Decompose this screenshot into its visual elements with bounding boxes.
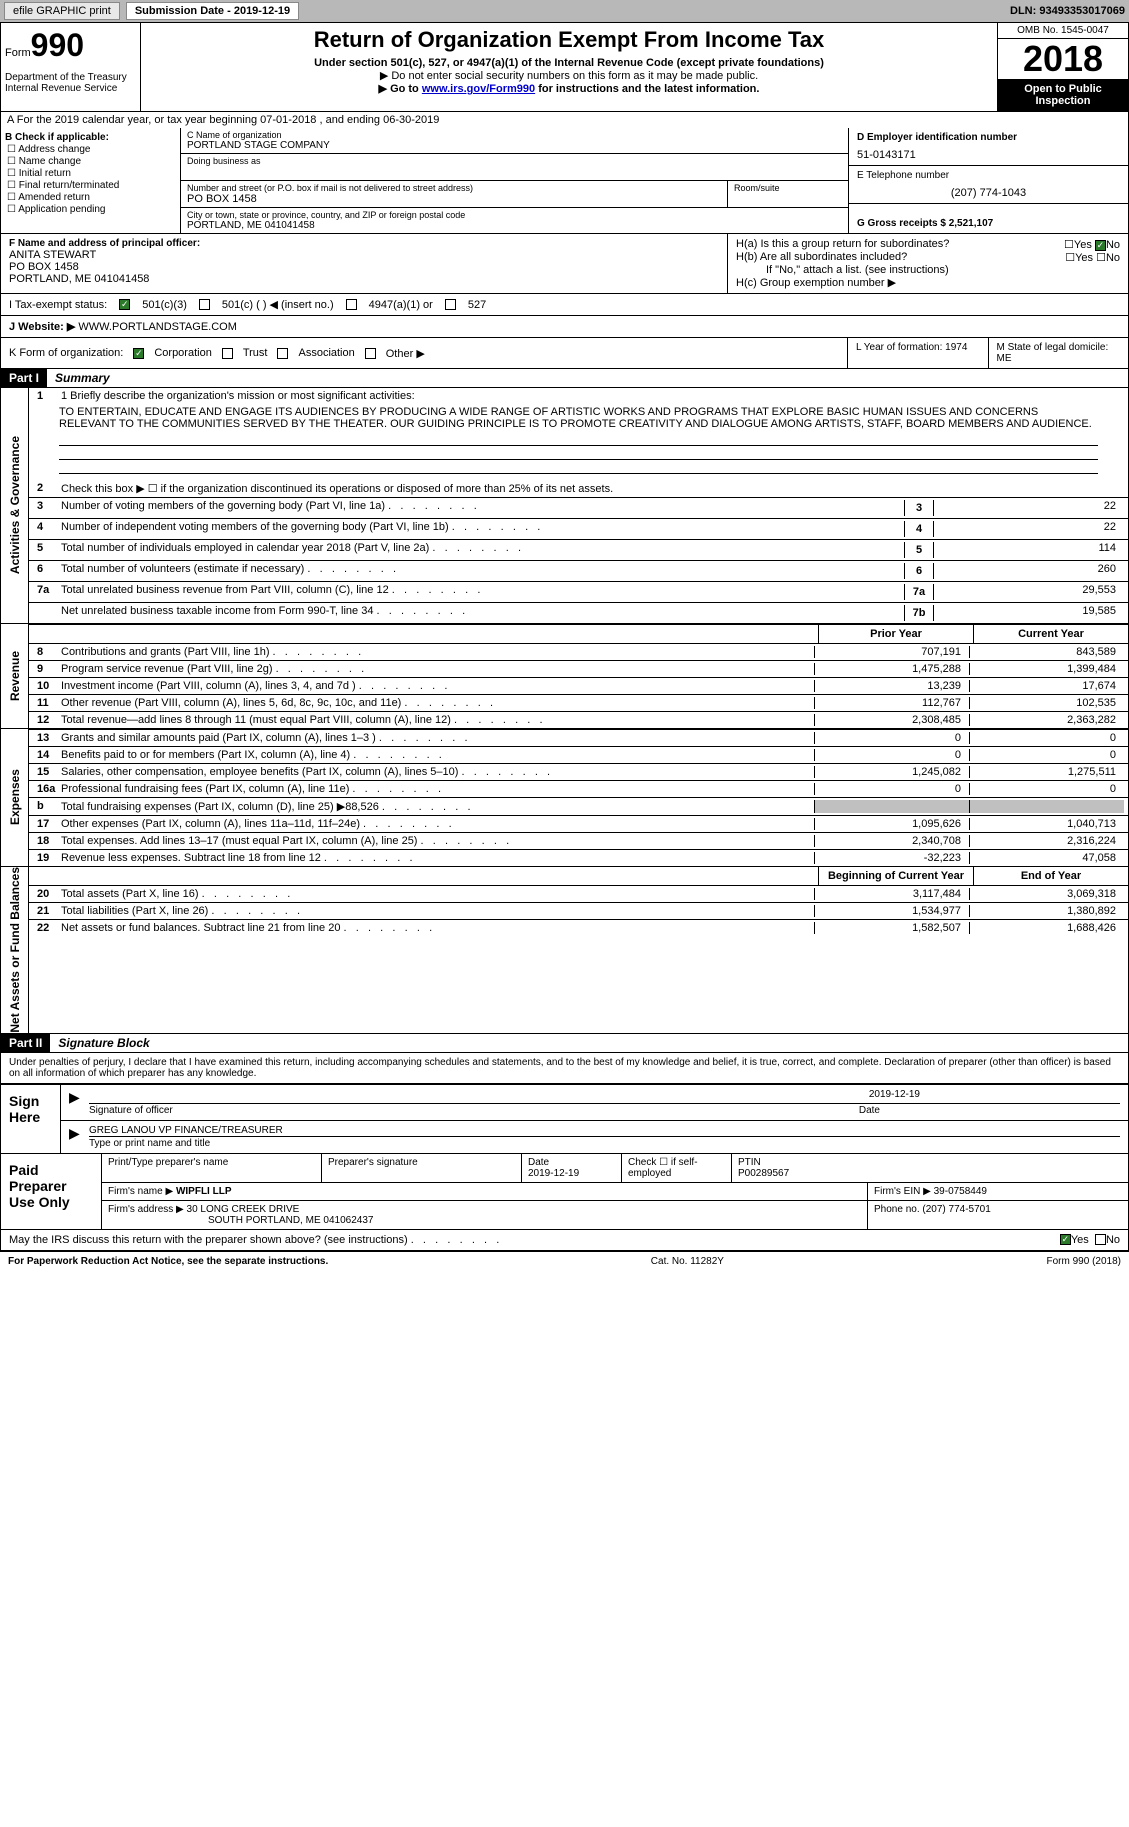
dln: DLN: 93493353017069	[1010, 5, 1125, 17]
subtitle-2: ▶ Do not enter social security numbers o…	[161, 69, 977, 82]
line-8: 8Contributions and grants (Part VIII, li…	[29, 643, 1128, 660]
discuss-yes-checkbox[interactable]: ✓	[1060, 1234, 1071, 1245]
efile-button[interactable]: efile GRAPHIC print	[4, 2, 120, 20]
rows-f-to-k: F Name and address of principal officer:…	[0, 234, 1129, 369]
line-7a: 7aTotal unrelated business revenue from …	[29, 581, 1128, 602]
line-12: 12Total revenue—add lines 8 through 11 (…	[29, 711, 1128, 728]
other-checkbox[interactable]	[365, 348, 376, 359]
line-18: 18Total expenses. Add lines 13–17 (must …	[29, 832, 1128, 849]
section-revenue: Revenue Prior YearCurrent Year 8Contribu…	[0, 624, 1129, 729]
line-21: 21Total liabilities (Part X, line 26)1,5…	[29, 902, 1128, 919]
line-19: 19Revenue less expenses. Subtract line 1…	[29, 849, 1128, 866]
mission-text: TO ENTERTAIN, EDUCATE AND ENGAGE ITS AUD…	[29, 404, 1128, 432]
part2-header: Part IISignature Block	[0, 1034, 1129, 1053]
ein: 51-0143171	[857, 149, 1120, 161]
line-5: 5Total number of individuals employed in…	[29, 539, 1128, 560]
line-16a: 16aProfessional fundraising fees (Part I…	[29, 780, 1128, 797]
may-discuss-row: May the IRS discuss this return with the…	[0, 1230, 1129, 1251]
col-b: B Check if applicable: ☐ Address change …	[1, 128, 181, 233]
subtitle-1: Under section 501(c), 527, or 4947(a)(1)…	[161, 57, 977, 69]
footer: For Paperwork Reduction Act Notice, see …	[0, 1251, 1129, 1271]
firm-phone: (207) 774-5701	[922, 1204, 990, 1215]
trust-checkbox[interactable]	[222, 348, 233, 359]
state-domicile: M State of legal domicile: ME	[989, 338, 1129, 368]
officer-name: ANITA STEWART	[9, 249, 719, 261]
line-13: 13Grants and similar amounts paid (Part …	[29, 729, 1128, 746]
corp-checkbox[interactable]: ✓	[133, 348, 144, 359]
chk-pending[interactable]: ☐ Application pending	[5, 204, 176, 215]
line-17: 17Other expenses (Part IX, column (A), l…	[29, 815, 1128, 832]
subtitle-3: ▶ Go to www.irs.gov/Form990 for instruct…	[161, 82, 977, 95]
omb: OMB No. 1545-0047	[998, 23, 1128, 39]
line-9: 9Program service revenue (Part VIII, lin…	[29, 660, 1128, 677]
officer-signed: GREG LANOU VP FINANCE/TREASURER	[89, 1125, 1120, 1136]
form-header: Form990 Department of the Treasury Inter…	[0, 22, 1129, 112]
year-formation: L Year of formation: 1974	[848, 338, 989, 368]
line-3: 3Number of voting members of the governi…	[29, 497, 1128, 518]
period-row: A For the 2019 calendar year, or tax yea…	[0, 112, 1129, 128]
section-governance: Activities & Governance 11 Briefly descr…	[0, 388, 1129, 624]
ha-no-checkbox[interactable]: ✓	[1095, 240, 1106, 251]
chk-name[interactable]: ☐ Name change	[5, 156, 176, 167]
line-22: 22Net assets or fund balances. Subtract …	[29, 919, 1128, 936]
line-7b: Net unrelated business taxable income fr…	[29, 602, 1128, 623]
prep-date: 2019-12-19	[528, 1168, 579, 1179]
city: PORTLAND, ME 041041458	[187, 220, 842, 231]
501c-checkbox[interactable]	[199, 299, 210, 310]
chk-amended[interactable]: ☐ Amended return	[5, 192, 176, 203]
open-inspection: Open to Public Inspection	[998, 79, 1128, 111]
telephone: (207) 774-1043	[857, 187, 1120, 199]
dept: Department of the Treasury	[5, 72, 136, 83]
line-10: 10Investment income (Part VIII, column (…	[29, 677, 1128, 694]
tax-year: 2018	[998, 39, 1128, 79]
org-name: PORTLAND STAGE COMPANY	[187, 140, 842, 151]
col-c: C Name of organization PORTLAND STAGE CO…	[181, 128, 848, 233]
main-info: B Check if applicable: ☐ Address change …	[0, 128, 1129, 234]
discuss-no-checkbox[interactable]	[1095, 1234, 1106, 1245]
4947-checkbox[interactable]	[346, 299, 357, 310]
line-20: 20Total assets (Part X, line 16)3,117,48…	[29, 885, 1128, 902]
501c3-checkbox[interactable]: ✓	[119, 299, 130, 310]
form-number: 990	[31, 27, 84, 63]
signature-block: Sign Here ▶2019-12-19Signature of office…	[0, 1083, 1129, 1230]
irs: Internal Revenue Service	[5, 83, 136, 94]
assoc-checkbox[interactable]	[277, 348, 288, 359]
arrow-icon: ▶	[69, 1089, 89, 1116]
527-checkbox[interactable]	[445, 299, 456, 310]
section-expenses: Expenses 13Grants and similar amounts pa…	[0, 729, 1129, 867]
website: WWW.PORTLANDSTAGE.COM	[78, 321, 237, 333]
line-11: 11Other revenue (Part VIII, column (A), …	[29, 694, 1128, 711]
arrow-icon: ▶	[69, 1125, 89, 1149]
line-b: bTotal fundraising expenses (Part IX, co…	[29, 797, 1128, 815]
irs-link[interactable]: www.irs.gov/Form990	[422, 83, 535, 95]
form-id: Form 990 (2018)	[1047, 1256, 1121, 1267]
gross-receipts: G Gross receipts $ 2,521,107	[857, 218, 1120, 229]
line-4: 4Number of independent voting members of…	[29, 518, 1128, 539]
line-6: 6Total number of volunteers (estimate if…	[29, 560, 1128, 581]
street: PO BOX 1458	[187, 193, 721, 205]
ptin: P00289567	[738, 1168, 789, 1179]
sig-intro: Under penalties of perjury, I declare th…	[0, 1053, 1129, 1083]
form-word: Form	[5, 47, 31, 59]
hc-exemption: H(c) Group exemption number ▶	[736, 276, 1120, 289]
chk-initial[interactable]: ☐ Initial return	[5, 168, 176, 179]
form-title: Return of Organization Exempt From Incom…	[161, 27, 977, 53]
col-d: D Employer identification number 51-0143…	[848, 128, 1128, 233]
section-netassets: Net Assets or Fund Balances Beginning of…	[0, 867, 1129, 1034]
firm-ein: 39-0758449	[934, 1186, 987, 1197]
firm-name: WIPFLI LLP	[176, 1186, 232, 1197]
submission-date: Submission Date - 2019-12-19	[126, 2, 299, 20]
line-15: 15Salaries, other compensation, employee…	[29, 763, 1128, 780]
part1-header: Part ISummary	[0, 369, 1129, 388]
chk-address[interactable]: ☐ Address change	[5, 144, 176, 155]
chk-final[interactable]: ☐ Final return/terminated	[5, 180, 176, 191]
top-bar: efile GRAPHIC print Submission Date - 20…	[0, 0, 1129, 22]
line-14: 14Benefits paid to or for members (Part …	[29, 746, 1128, 763]
